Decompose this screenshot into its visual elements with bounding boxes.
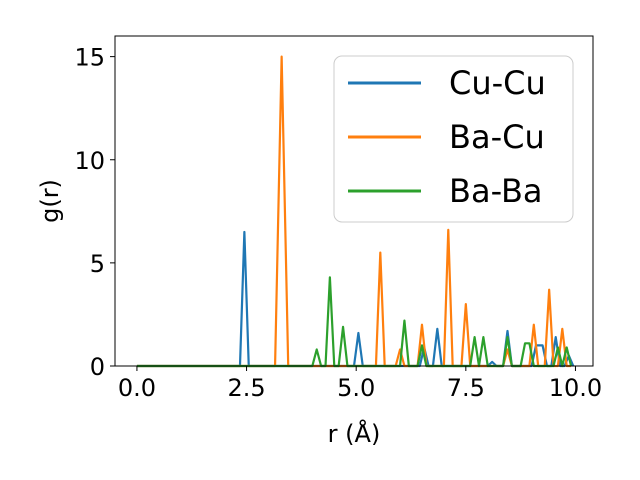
y-tick-label: 15 xyxy=(74,44,105,72)
x-tick-label: 0.0 xyxy=(118,374,156,402)
x-tick-label: 2.5 xyxy=(227,374,265,402)
legend-entries: Cu-Cu Ba-Cu Ba-Ba xyxy=(348,64,546,210)
plot-frame xyxy=(114,35,594,367)
legend-label-ba-cu: Ba-Cu xyxy=(449,118,545,156)
ticks-layer: 0.0 2.5 5.0 7.5 10.0 0 5 10 15 xyxy=(74,44,602,402)
y-tick-label: 10 xyxy=(74,147,105,175)
legend-label-cu-cu: Cu-Cu xyxy=(449,64,546,102)
x-tick-label: 5.0 xyxy=(337,374,375,402)
y-axis-label: g(r) xyxy=(36,179,64,223)
y-tick-label: 0 xyxy=(90,353,105,381)
legend: Cu-Cu Ba-Cu Ba-Ba xyxy=(333,55,574,223)
x-tick-label: 7.5 xyxy=(447,374,485,402)
legend-label-ba-ba: Ba-Ba xyxy=(449,172,543,210)
series-line-ba-ba xyxy=(136,276,573,368)
y-tick-label: 5 xyxy=(90,250,105,278)
x-tick-label: 10.0 xyxy=(549,374,602,402)
x-axis-label: r (Å) xyxy=(328,419,381,448)
legend-box xyxy=(333,55,574,223)
